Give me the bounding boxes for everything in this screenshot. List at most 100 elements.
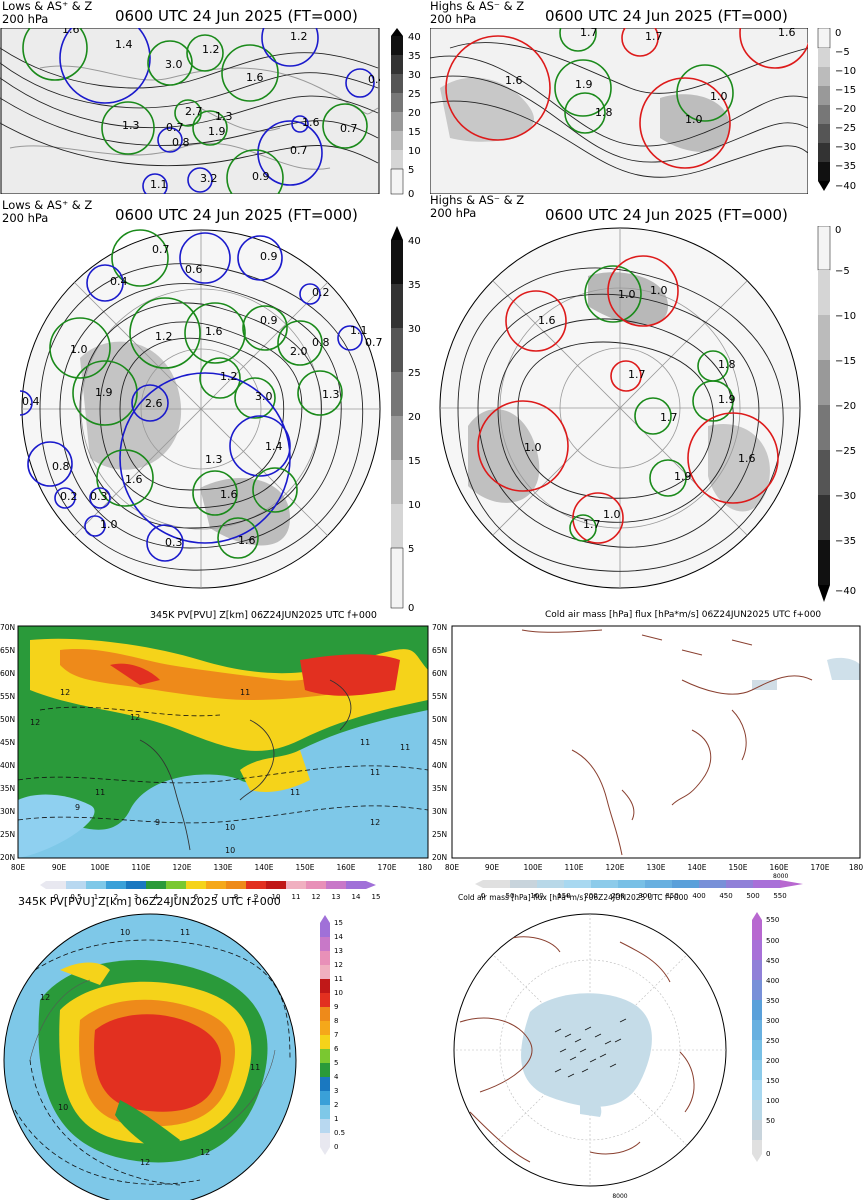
colorbar-tick: 35 xyxy=(408,280,421,291)
label: 1.0 xyxy=(70,343,88,356)
contour-label: 11 xyxy=(95,788,105,797)
panel-pv-asia-coastlines xyxy=(139,679,352,851)
panel-ml-title: 0600 UTC 24 Jun 2025 (FT=000) xyxy=(115,206,358,224)
colorbar-tick: 250 xyxy=(611,892,624,900)
colorbar-tick: −5 xyxy=(835,266,850,277)
label: 3.2 xyxy=(200,172,218,185)
label: 1.6 xyxy=(538,314,556,327)
label: 0.8 xyxy=(52,460,70,473)
panel-mr-labels: 1.0 1.0 1.6 1.7 1.8 1.9 1.7 1.0 1.6 1.9 … xyxy=(524,284,756,531)
lat-label: 50N xyxy=(432,715,447,724)
panel-tr-header-line2: 200 hPa xyxy=(430,12,477,26)
label: 1.7 xyxy=(645,30,663,43)
colorbar-tick: 9 xyxy=(254,893,258,901)
colorbar-tick: 30 xyxy=(408,324,421,335)
label: 1.0 xyxy=(100,518,118,531)
colorbar-tick: 14 xyxy=(334,933,343,941)
colorbar-tick: 6 xyxy=(194,893,199,901)
lon-label: 80E xyxy=(11,863,26,872)
colorbar-tick: 10 xyxy=(272,893,281,901)
colorbar-tick: −30 xyxy=(835,142,856,153)
label: 1.6 xyxy=(738,452,756,465)
lon-label: 100E xyxy=(90,863,109,872)
colorbar-tick: 14 xyxy=(352,893,361,901)
colorbar-tick: 250 xyxy=(766,1037,779,1045)
contour-label: 12 xyxy=(60,688,70,697)
colorbar-tick: 0 xyxy=(408,189,414,200)
label: 1.3 xyxy=(122,119,140,132)
lon-label: 150E xyxy=(295,863,314,872)
contour-label: 11 xyxy=(250,1063,260,1072)
label: 1.2 xyxy=(155,330,173,343)
label: 0.2 xyxy=(312,286,330,299)
colorbar-tick: 2 xyxy=(334,1101,338,1109)
colorbar-tick: −10 xyxy=(835,66,856,77)
lon-label: 150E xyxy=(728,863,747,872)
label: 1.7 xyxy=(583,518,601,531)
label: 1.0 xyxy=(685,113,703,126)
lat-label: 45N xyxy=(0,738,15,747)
lon-label: 130E xyxy=(213,863,232,872)
contour-label: 11 xyxy=(240,688,250,697)
panel-cold-asia-lon-labels: 80E 90E 100E 110E 120E 130E 140E 150E 16… xyxy=(445,863,864,872)
panel-pv-asia-lon-labels: 80E 90E 100E 110E 120E 130E 140E 150E 16… xyxy=(11,863,432,872)
lat-label: 30N xyxy=(432,807,447,816)
colorbar-tick: 15 xyxy=(408,456,421,467)
lat-label: 70N xyxy=(0,623,15,632)
lat-label: 25N xyxy=(432,830,447,839)
colorbar-tick: −25 xyxy=(835,123,856,134)
panel-mr-header-left: Highs & AS⁻ & Z 200 hPa xyxy=(430,194,524,220)
panel-ml-graticule xyxy=(22,230,380,588)
panel-tl-header-left: Lows & AS⁺ & Z 200 hPa xyxy=(2,0,92,26)
lat-label: 55N xyxy=(432,692,447,701)
panel-cold-polar-title: Cold air mass [hPa] flux [hPa*m/s] 06Z24… xyxy=(458,893,689,902)
colorbar-tick: 150 xyxy=(557,892,570,900)
lon-label: 140E xyxy=(254,863,273,872)
lat-label: 70N xyxy=(432,623,447,632)
colorbar-tick: 3 xyxy=(134,893,138,901)
colorbar-tick: 40 xyxy=(408,32,421,43)
contour-label: 9 xyxy=(75,803,80,812)
label: 3.0 xyxy=(165,58,183,71)
panel-tr-circles xyxy=(445,28,808,169)
label: 2.7 xyxy=(185,105,203,118)
contour-label: 10 xyxy=(120,928,130,937)
colorbar-tick: 450 xyxy=(719,892,732,900)
colorbar-tick: 35 xyxy=(408,51,421,62)
panel-tl-header-line2: 200 hPa xyxy=(2,12,49,26)
contour-label: 12 xyxy=(130,713,140,722)
contour-label: 12 xyxy=(370,818,380,827)
label: 1.6 xyxy=(205,325,223,338)
colorbar-tick: 0 xyxy=(766,1150,770,1158)
label: 1.6 xyxy=(505,74,523,87)
contour-label: 12 xyxy=(40,993,50,1002)
colorbar-tick: 9 xyxy=(334,1003,338,1011)
panel-tr-header-line1: Highs & AS⁻ & Z xyxy=(430,0,525,13)
colorbar-tick: 7 xyxy=(334,1031,338,1039)
colorbar-tick: 20 xyxy=(408,108,421,119)
label: 1.9 xyxy=(718,393,736,406)
colorbar-tick: 11 xyxy=(334,975,343,983)
lon-label: 110E xyxy=(564,863,583,872)
colorbar-tick: 0.5 xyxy=(334,1129,345,1137)
colorbar-tick: 550 xyxy=(766,916,779,924)
panel-ml-colorbar: 40 35 30 25 20 15 10 5 0 xyxy=(390,226,421,614)
panel-mr-contours xyxy=(457,267,784,572)
colorbar-tick: 0 xyxy=(835,226,841,236)
label: 1.0 xyxy=(618,288,636,301)
colorbar-tick: 8 xyxy=(334,1017,338,1025)
label: 3.0 xyxy=(255,390,273,403)
contour-label: 11 xyxy=(400,743,410,752)
panel-mr-circles xyxy=(477,255,779,544)
contour-label: 11 xyxy=(360,738,370,747)
panel-cold-polar-coastlines xyxy=(459,936,695,1163)
lat-label: 55N xyxy=(0,692,15,701)
colorbar-tick: 350 xyxy=(665,892,678,900)
colorbar-tick: 500 xyxy=(746,892,759,900)
panel-pv-asia-contours xyxy=(17,706,429,824)
colorbar-tick: −15 xyxy=(835,85,856,96)
colorbar-tick: 5 xyxy=(174,893,178,901)
panel-mr-colorbar: 0 −5 −10 −15 −20 −25 −30 −35 −40 xyxy=(817,226,856,602)
label: 0.4 xyxy=(110,275,128,288)
panel-ml-header-line1: Lows & AS⁺ & Z xyxy=(2,198,93,212)
